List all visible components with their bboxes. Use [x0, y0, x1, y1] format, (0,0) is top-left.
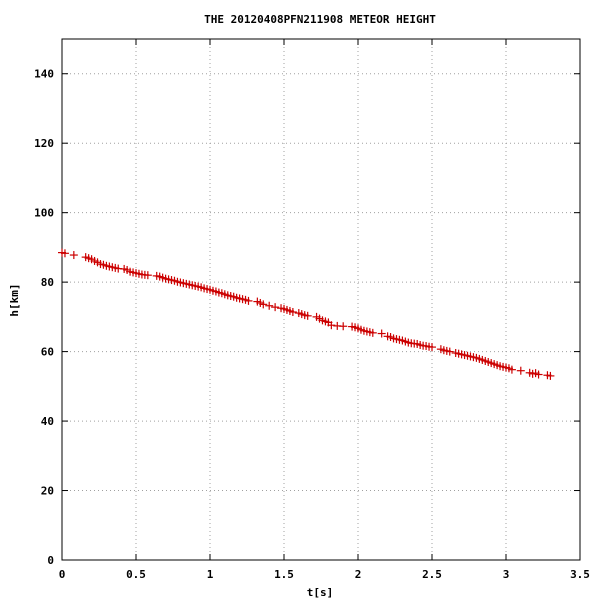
data-point [377, 329, 386, 338]
x-tick-label: 3.5 [570, 568, 590, 581]
data-point [265, 301, 274, 310]
data-point [288, 308, 297, 317]
y-tick-label: 120 [34, 137, 54, 150]
chart-title: THE 20120408PFN211908 METEOR HEIGHT [204, 13, 436, 26]
plot-frame [61, 38, 581, 561]
data-point [303, 311, 312, 320]
y-tick-label: 0 [47, 554, 54, 567]
y-tick-label: 140 [34, 68, 54, 81]
data-point [546, 371, 555, 380]
data-point [339, 322, 348, 331]
data-point [445, 347, 454, 356]
data-point [516, 366, 525, 375]
data-point [271, 303, 280, 312]
x-tick-label: 3 [503, 568, 510, 581]
data-point [69, 251, 78, 260]
data-point [327, 321, 336, 330]
x-tick-label: 1.5 [274, 568, 294, 581]
x-tick-label: 2.5 [422, 568, 442, 581]
data-point [534, 370, 543, 379]
y-tick-label: 80 [41, 276, 54, 289]
y-tick-label: 40 [41, 415, 54, 428]
data-point [60, 249, 69, 258]
x-tick-label: 0.5 [126, 568, 146, 581]
axis-ticks: 0 0.5 1 1.5 2 2.5 3 3.5 0 20 40 60 80 100 120 140 [34, 39, 590, 581]
y-tick-label: 60 [41, 346, 54, 359]
data-point [507, 365, 516, 374]
x-tick-label: 1 [207, 568, 214, 581]
y-tick-label: 20 [41, 485, 54, 498]
data-point [259, 300, 268, 309]
data-point [143, 271, 152, 280]
grid [62, 39, 580, 560]
x-tick-label: 2 [355, 568, 362, 581]
data-points [58, 248, 555, 380]
data-point [244, 296, 253, 305]
y-tick-label: 100 [34, 207, 54, 220]
data-point [428, 343, 436, 352]
x-axis-label: t[s] [307, 586, 334, 599]
y-axis-label: h[km] [8, 283, 21, 316]
x-tick-label: 0 [59, 568, 66, 581]
data-point [368, 328, 377, 337]
